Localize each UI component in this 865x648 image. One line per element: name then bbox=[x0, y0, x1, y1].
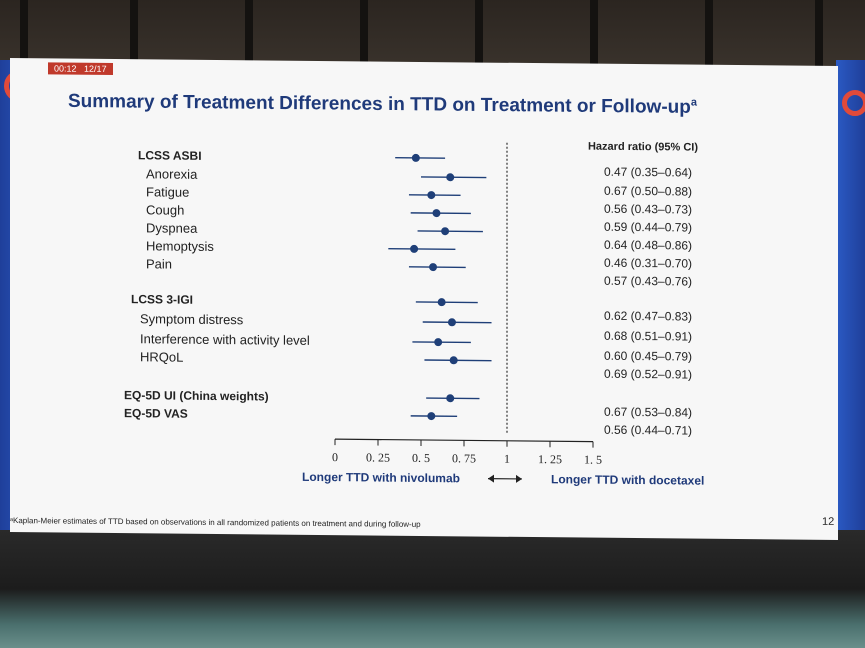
hr-point bbox=[427, 412, 436, 421]
hr-point bbox=[410, 244, 419, 253]
ci-value: 0.46 (0.31–0.70) bbox=[604, 256, 692, 271]
x-tick-label: 0. 25 bbox=[366, 450, 390, 464]
hr-point bbox=[427, 191, 436, 200]
slide-number: 12 bbox=[822, 515, 835, 528]
x-tick-label: 0. 5 bbox=[412, 451, 430, 465]
ceiling-beam bbox=[245, 0, 253, 70]
row-label: Anorexia bbox=[146, 166, 198, 181]
hr-point bbox=[446, 394, 455, 403]
x-tick-label: 1. 5 bbox=[584, 453, 602, 467]
ci-value: 0.62 (0.47–0.83) bbox=[604, 309, 692, 324]
hr-point bbox=[429, 263, 438, 272]
group-label: EQ-5D VAS bbox=[124, 406, 188, 421]
ci-value: 0.67 (0.53–0.84) bbox=[604, 405, 692, 420]
left-caption: Longer TTD with nivolumab bbox=[302, 470, 460, 486]
ci-value: 0.64 (0.48–0.86) bbox=[604, 238, 692, 253]
row-label: Cough bbox=[146, 202, 184, 217]
group-label: EQ-5D UI (China weights) bbox=[124, 388, 269, 403]
ci-whisker bbox=[408, 266, 466, 269]
ci-whisker bbox=[388, 247, 456, 251]
ci-whisker bbox=[415, 301, 478, 304]
x-tick-label: 0. 75 bbox=[452, 451, 476, 465]
ci-whisker bbox=[417, 230, 483, 233]
group-label: LCSS 3-IGI bbox=[131, 292, 193, 307]
ci-value: 0.47 (0.35–0.64) bbox=[604, 165, 692, 180]
hr-point bbox=[447, 318, 456, 327]
right-decoration bbox=[836, 60, 865, 540]
hr-point bbox=[441, 227, 450, 236]
ci-whisker bbox=[424, 359, 492, 362]
ceiling-beam bbox=[20, 0, 28, 70]
row-label: HRQoL bbox=[140, 349, 183, 364]
row-label: Interference with activity level bbox=[140, 331, 310, 348]
ci-value: 0.59 (0.44–0.79) bbox=[604, 220, 692, 235]
ceiling-beam bbox=[590, 0, 598, 70]
hr-point bbox=[446, 173, 455, 182]
ci-value: 0.56 (0.44–0.71) bbox=[604, 423, 692, 438]
ci-whisker bbox=[422, 321, 492, 324]
swirl-ornament bbox=[842, 90, 865, 116]
hr-point bbox=[411, 153, 420, 162]
ceiling-beam bbox=[815, 0, 823, 70]
row-label: Pain bbox=[146, 256, 172, 271]
room-wall bbox=[0, 530, 865, 648]
arrow-left-head bbox=[488, 474, 494, 483]
ceiling-beam bbox=[130, 0, 138, 70]
row-label: Symptom distress bbox=[140, 311, 244, 327]
x-tick-label: 1 bbox=[504, 452, 510, 466]
ci-value: 0.67 (0.50–0.88) bbox=[604, 184, 692, 199]
ci-value: 0.60 (0.45–0.79) bbox=[604, 349, 692, 364]
hr-point bbox=[437, 298, 446, 307]
arrow-right-head bbox=[516, 474, 522, 483]
presentation-slide: 00:12 12/17 Summary of Treatment Differe… bbox=[10, 58, 838, 540]
ci-header: Hazard ratio (95% CI) bbox=[588, 141, 698, 154]
ci-value: 0.69 (0.52–0.91) bbox=[604, 367, 692, 382]
forest-plot: Hazard ratio (95% CI) LCSS ASBI 0.47 (0.35… bbox=[124, 141, 704, 488]
hr-point bbox=[449, 356, 458, 365]
ci-value: 0.56 (0.43–0.73) bbox=[604, 202, 692, 217]
hr-point bbox=[432, 209, 441, 218]
hr-point bbox=[434, 338, 443, 347]
x-tick-label: 1. 25 bbox=[538, 452, 562, 466]
right-caption: Longer TTD with docetaxel bbox=[551, 472, 704, 487]
ceiling-beam bbox=[475, 0, 483, 70]
ceiling-beam bbox=[705, 0, 713, 70]
ci-whisker bbox=[410, 212, 471, 215]
row-label: Dyspnea bbox=[146, 220, 198, 235]
ci-value: 0.57 (0.43–0.76) bbox=[604, 274, 692, 289]
row-label: Fatigue bbox=[146, 184, 189, 199]
x-tick-label: 0 bbox=[332, 450, 338, 464]
group-label: LCSS ASBI bbox=[138, 148, 202, 163]
row-label: Hemoptysis bbox=[146, 238, 214, 254]
ceiling-beam bbox=[360, 0, 368, 70]
ci-value: 0.68 (0.51–0.91) bbox=[604, 329, 692, 344]
